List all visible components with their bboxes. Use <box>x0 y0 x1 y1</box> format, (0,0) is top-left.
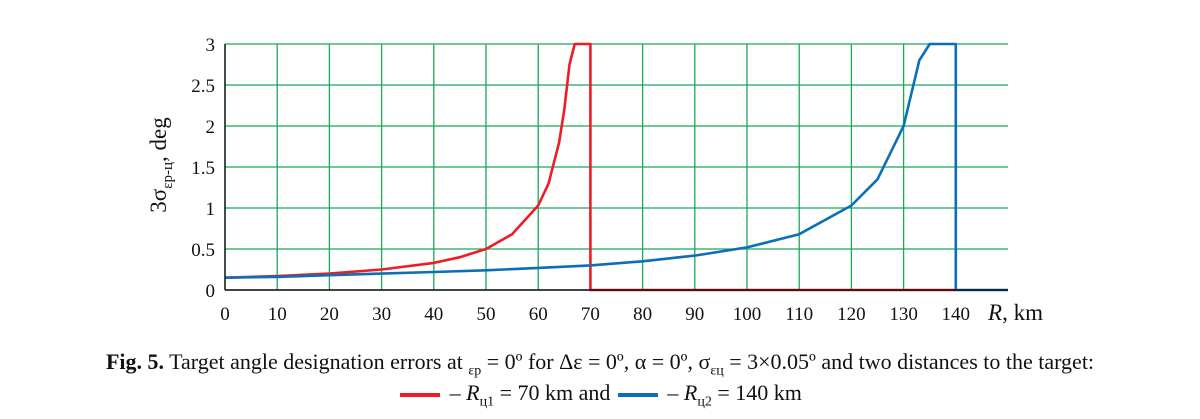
y-tick-label: 1.5 <box>191 158 215 179</box>
legend-text-2: = 70 km and <box>494 380 616 405</box>
x-tick-label: 100 <box>733 304 762 325</box>
figure-caption: Fig. 5. Target angle designation errors … <box>0 348 1200 385</box>
x-tick-labels: 0 10 20 30 40 50 60 70 80 90 100 110 120 130 140 <box>220 304 970 325</box>
x-tick-label: 120 <box>837 304 866 325</box>
x-tick-label: 20 <box>320 304 339 325</box>
caption-text-c: = 3×0.05º and two distances to the targe… <box>723 349 1095 374</box>
plot-frame <box>224 44 1008 291</box>
series-group <box>224 42 1008 292</box>
y-tick-labels: 0 0.5 1 1.5 2 2.5 3 <box>191 35 215 302</box>
series-line-1 <box>224 42 956 292</box>
x-tick-label: 60 <box>529 304 548 325</box>
legend-sub-1: ц1 <box>479 394 495 410</box>
legend-text-3: – R <box>661 380 698 405</box>
y-tick-label: 2.5 <box>191 76 215 97</box>
chart: 0 10 20 30 40 50 60 70 80 90 100 110 120 130 140 0 0.5 1… <box>146 35 1043 325</box>
x-tick-label: 90 <box>685 304 704 325</box>
legend: – Rц1 = 70 km and – Rц2 = 140 km <box>0 379 1200 416</box>
x-tick-label: 110 <box>785 304 813 325</box>
grid <box>224 43 1008 291</box>
caption-sub-1: εр <box>468 363 482 379</box>
legend-swatch-blue <box>617 392 658 397</box>
series-line-2 <box>224 42 1008 292</box>
x-tick-label: 40 <box>424 304 443 325</box>
x-tick-label: 70 <box>581 304 600 325</box>
caption-text-b: = 0º for Δε = 0º, α = 0º, σ <box>481 349 711 374</box>
x-tick-label: 50 <box>477 304 496 325</box>
x-tick-label: 30 <box>372 304 391 325</box>
x-tick-label: 0 <box>220 304 230 325</box>
y-axis-label: 3σεр-ц, deg <box>146 117 176 213</box>
x-tick-label: 80 <box>633 304 652 325</box>
legend-swatch-red <box>400 392 441 397</box>
legend-sub-2: ц2 <box>697 394 712 410</box>
legend-text-4: = 140 km <box>711 380 802 405</box>
y-tick-label: 0 <box>206 281 216 302</box>
x-axis-label: R, km <box>987 300 1043 325</box>
y-tick-label: 3 <box>206 35 216 56</box>
y-tick-label: 0.5 <box>191 240 215 261</box>
figure-number: Fig. 5. <box>105 349 165 374</box>
legend-text-1: – R <box>444 380 480 405</box>
caption-sub-2: εц <box>710 363 724 379</box>
x-tick-label: 130 <box>889 304 918 325</box>
x-tick-label: 10 <box>268 304 287 325</box>
caption-text-a: Target angle designation errors at <box>164 349 469 374</box>
y-tick-label: 2 <box>206 117 216 138</box>
x-tick-label: 140 <box>942 304 971 325</box>
y-tick-label: 1 <box>206 199 216 220</box>
